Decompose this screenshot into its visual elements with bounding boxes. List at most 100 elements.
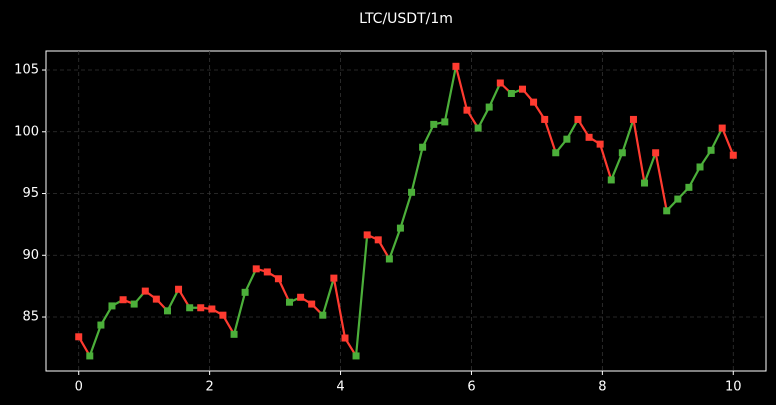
marker [441,118,449,126]
marker [208,305,216,313]
marker [363,231,371,239]
marker [618,149,626,157]
marker [685,183,693,191]
marker [419,143,427,151]
marker [186,304,194,312]
line-segment [709,126,724,152]
marker [130,300,138,308]
marker [485,103,493,111]
line-segment [354,233,369,358]
marker [197,304,205,312]
marker [352,352,360,360]
marker [552,149,560,157]
marker [241,288,249,296]
line-segment [488,81,502,109]
marker [119,296,127,304]
line-segment [410,146,424,194]
marker [385,255,393,263]
x-tick-label: 6 [467,380,475,395]
marker [707,146,715,154]
marker [463,106,471,114]
marker [75,333,83,341]
marker [641,179,649,187]
y-tick-label: 90 [22,248,39,263]
y-tick-label: 85 [22,310,39,325]
y-tick-label: 95 [22,186,39,201]
marker [86,352,94,360]
line-segment [166,288,180,312]
marker [319,311,327,319]
marker [541,115,549,123]
line-segment [543,118,557,154]
marker [530,98,538,106]
marker [430,120,438,128]
marker [175,285,183,293]
marker [297,293,305,301]
line-segment [277,277,291,304]
marker [729,151,737,159]
marker [285,298,293,306]
line-segment [388,227,402,261]
marker [97,321,105,329]
marker [230,330,238,338]
marker [163,307,171,315]
line-segment [244,267,258,294]
x-tick-label: 0 [75,380,83,395]
marker [374,236,382,244]
line-segment [721,126,735,157]
chart-title: LTC/USDT/1m [359,11,453,27]
y-tick-label: 105 [14,63,39,78]
marker [219,311,227,319]
marker [263,268,271,276]
line-segment [621,118,635,154]
line-segment [321,277,335,317]
marker [574,115,582,123]
marker [274,275,282,283]
line-segment [632,118,646,185]
line-segment [88,323,103,358]
line-segment [454,65,469,112]
marker [341,334,349,342]
marker [152,295,160,303]
marker [108,302,116,310]
marker [674,195,682,203]
marker [519,85,527,93]
marker [452,62,460,70]
marker [652,149,660,157]
line-segment [232,291,247,336]
line-segment [421,123,435,149]
marker [563,135,571,143]
marker [141,287,149,295]
marker [629,115,637,123]
plot-frame [45,50,767,372]
line-segment [643,151,657,185]
line-segment [399,191,413,230]
line-segment [599,143,613,182]
x-tick-label: 10 [725,380,742,395]
line-segment [610,151,624,182]
marker [596,140,604,148]
x-tick-label: 4 [336,380,344,395]
x-tick-label: 2 [205,380,213,395]
marker [585,133,593,141]
marker [663,207,671,215]
line-segment [332,277,347,340]
line-segment [443,65,458,123]
marker [330,274,338,282]
marker [396,224,404,232]
line-segment [654,151,668,212]
marker [252,265,260,273]
marker [474,124,482,132]
marker [496,79,504,87]
marker [308,300,316,308]
marker [696,163,704,171]
y-tick-label: 100 [14,124,39,139]
marker [607,176,615,184]
marker [718,124,726,132]
marker [408,188,416,196]
marker [507,89,515,97]
x-tick-label: 8 [598,380,606,395]
